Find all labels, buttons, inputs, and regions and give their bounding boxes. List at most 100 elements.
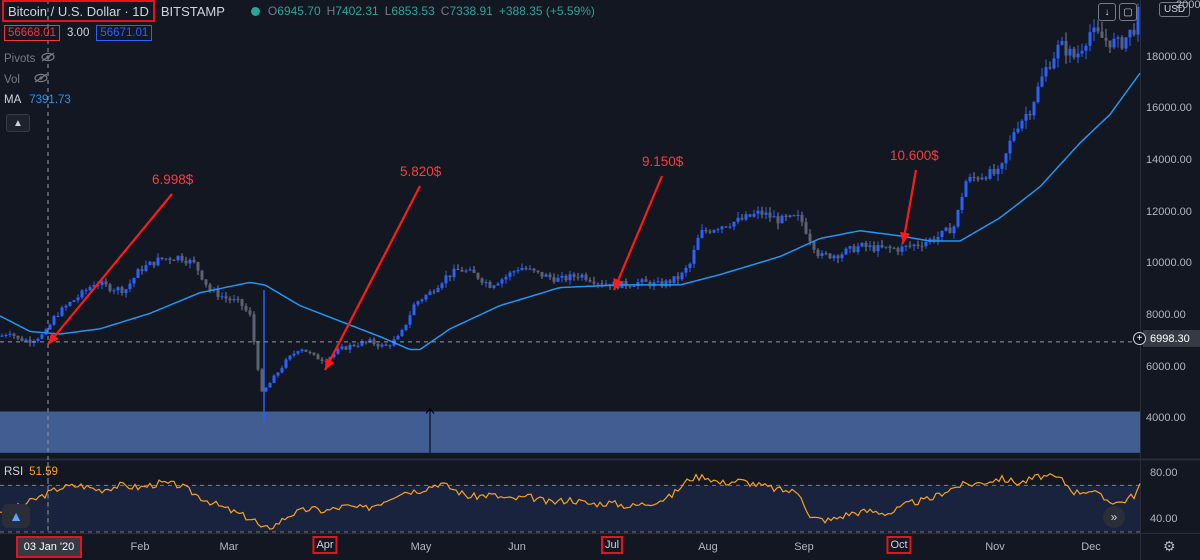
gear-icon[interactable]: ⚙	[1163, 538, 1176, 554]
candle	[132, 277, 136, 284]
candle	[172, 259, 176, 261]
candle	[932, 238, 936, 241]
chevron-right-icon[interactable]: »	[1103, 506, 1125, 528]
price-tick-label: 10000.00	[1146, 257, 1192, 270]
candle	[1036, 86, 1040, 103]
candle	[372, 339, 376, 345]
vol-indicator[interactable]: Vol	[4, 73, 48, 86]
candle	[276, 372, 280, 376]
rsi-tick-label: 80.00	[1150, 466, 1178, 479]
chart-header: Bitcoin / U.S. Dollar · 1D BITSTAMP O 694…	[0, 0, 595, 22]
fullscreen-icon[interactable]: ▢	[1119, 3, 1137, 21]
candle	[1016, 128, 1020, 133]
rsi-indicator[interactable]: RSI 51.59	[4, 466, 58, 478]
candle	[900, 246, 904, 252]
candle	[1008, 140, 1012, 154]
price-tick-label: 18000.00	[1146, 50, 1192, 63]
candle	[868, 245, 872, 247]
candle	[924, 242, 928, 247]
candle	[560, 275, 564, 278]
chevron-up-icon[interactable]: ▲	[6, 114, 30, 132]
candle	[504, 276, 508, 280]
candle	[460, 269, 464, 272]
candle	[508, 272, 512, 277]
candle	[756, 210, 760, 214]
candle	[984, 177, 988, 179]
candle	[936, 236, 940, 241]
candle	[428, 291, 432, 295]
candle	[692, 249, 696, 264]
download-icon[interactable]: ↓	[1098, 3, 1116, 21]
ask-button[interactable]: 56671.01	[96, 25, 153, 41]
candle	[176, 255, 180, 261]
candle	[584, 274, 588, 280]
candle	[1084, 45, 1088, 51]
candle	[80, 290, 84, 298]
pivots-indicator[interactable]: Pivots	[4, 52, 55, 65]
symbol-title[interactable]: Bitcoin / U.S. Dollar · 1D	[2, 0, 155, 22]
candle	[624, 281, 628, 287]
candle	[404, 324, 408, 330]
candle	[0, 335, 4, 337]
candle	[264, 387, 268, 392]
candle	[1080, 50, 1084, 54]
logo-icon[interactable]: ▲	[2, 504, 30, 528]
candle	[476, 272, 480, 279]
bid-button[interactable]: 56668.01	[4, 25, 60, 41]
candle	[736, 217, 740, 222]
price-tick-label: 6000.00	[1146, 360, 1186, 373]
candle	[380, 344, 384, 347]
candle	[220, 296, 224, 298]
candle	[724, 226, 728, 228]
price-tick-label: 14000.00	[1146, 153, 1192, 166]
time-tick-label: Feb	[130, 541, 150, 553]
annotation-arrow-head	[613, 278, 623, 291]
price-tick-label: 20000	[1176, 0, 1200, 11]
candle	[1096, 27, 1100, 32]
ma-indicator[interactable]: MA 7391.73	[4, 94, 71, 106]
candle	[916, 244, 920, 246]
rsi-tick-label: 40.00	[1150, 513, 1178, 526]
candle	[972, 176, 976, 178]
candle	[1072, 48, 1076, 58]
open-value: 6945.70	[277, 4, 321, 18]
plus-circle-icon[interactable]: +	[1133, 332, 1146, 345]
candle	[660, 281, 664, 287]
candle	[904, 245, 908, 247]
candle	[260, 369, 264, 392]
candle	[136, 269, 140, 278]
candle	[436, 287, 440, 293]
candle	[1076, 53, 1080, 58]
candle	[4, 334, 8, 336]
candle	[316, 354, 320, 360]
candle	[256, 342, 260, 370]
candle	[988, 169, 992, 179]
candle	[388, 345, 392, 347]
candle	[852, 246, 856, 253]
currency-button[interactable]: USD	[1159, 2, 1191, 17]
candle	[772, 216, 776, 218]
candle	[996, 168, 1000, 175]
candle	[88, 287, 92, 291]
candle	[788, 215, 792, 218]
candle	[1116, 37, 1120, 39]
candle	[528, 268, 532, 270]
candle	[352, 344, 356, 346]
candle	[912, 244, 916, 247]
volume-band	[0, 411, 1140, 453]
candle	[408, 315, 412, 325]
candle	[976, 177, 980, 180]
candle	[348, 344, 352, 350]
candle	[448, 275, 452, 278]
candle	[572, 274, 576, 277]
candle	[280, 367, 284, 373]
candle	[116, 287, 120, 291]
candle	[500, 279, 504, 284]
price-annotation: 5.820$	[400, 164, 442, 179]
candle	[140, 269, 144, 272]
eye-off-icon[interactable]	[41, 52, 55, 65]
candle	[588, 279, 592, 282]
eye-off-icon[interactable]	[34, 73, 48, 86]
candle	[1004, 153, 1008, 164]
